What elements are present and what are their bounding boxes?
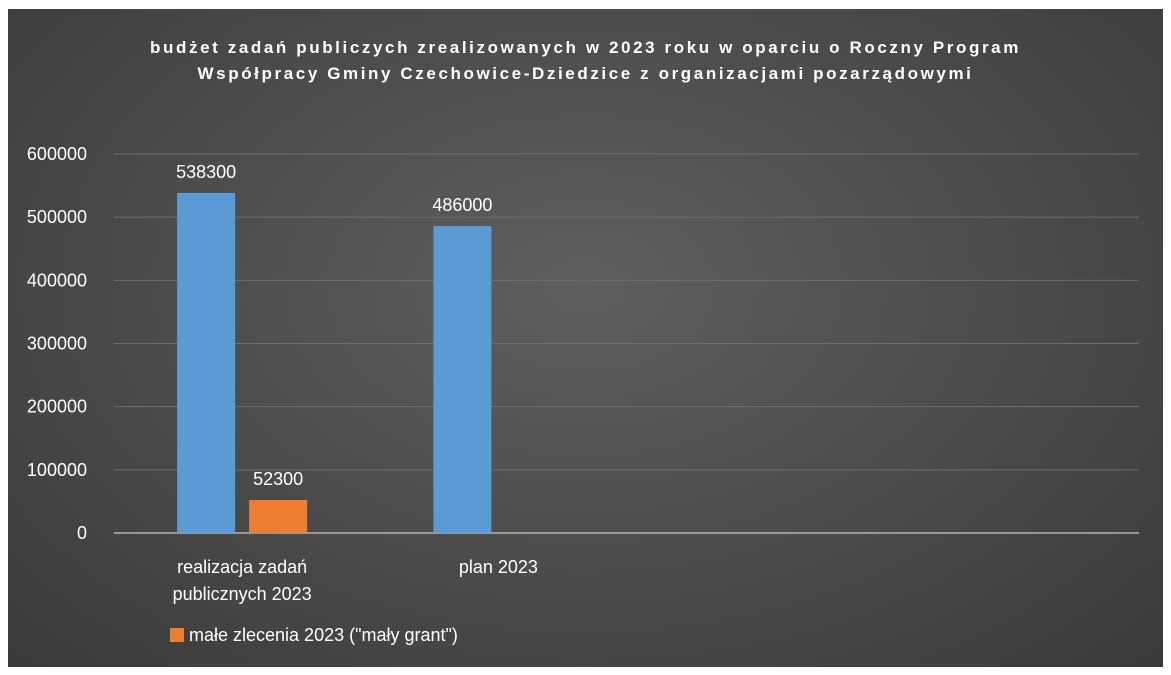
x-category-label: realizacja zadań xyxy=(177,557,307,577)
legend-label: małe zlecenia 2023 ("mały grant") xyxy=(189,625,458,645)
chart-title: budżet zadań publiczych zrealizowanych w… xyxy=(150,38,1021,83)
chart-plot: 0 100000 200000 300000 400000 500000 600000 538… xyxy=(27,144,1139,645)
y-tick-label: 100000 xyxy=(27,460,87,480)
data-label: 538300 xyxy=(176,162,236,182)
y-tick-label: 300000 xyxy=(27,334,87,354)
y-tick-label: 600000 xyxy=(27,144,87,164)
bar xyxy=(433,226,492,533)
chart-area: budżet zadań publiczych zrealizowanych w… xyxy=(8,9,1163,667)
x-category-label: publicznych 2023 xyxy=(173,584,312,604)
data-label: 52300 xyxy=(253,469,303,489)
x-category-label: plan 2023 xyxy=(459,557,538,577)
data-label: 486000 xyxy=(432,195,492,215)
y-tick-label: 200000 xyxy=(27,397,87,417)
y-tick-label: 500000 xyxy=(27,207,87,227)
y-tick-label: 400000 xyxy=(27,270,87,290)
bar xyxy=(177,192,236,534)
bar xyxy=(249,499,308,533)
y-tick-label: 0 xyxy=(77,523,87,543)
legend-swatch xyxy=(170,628,184,642)
